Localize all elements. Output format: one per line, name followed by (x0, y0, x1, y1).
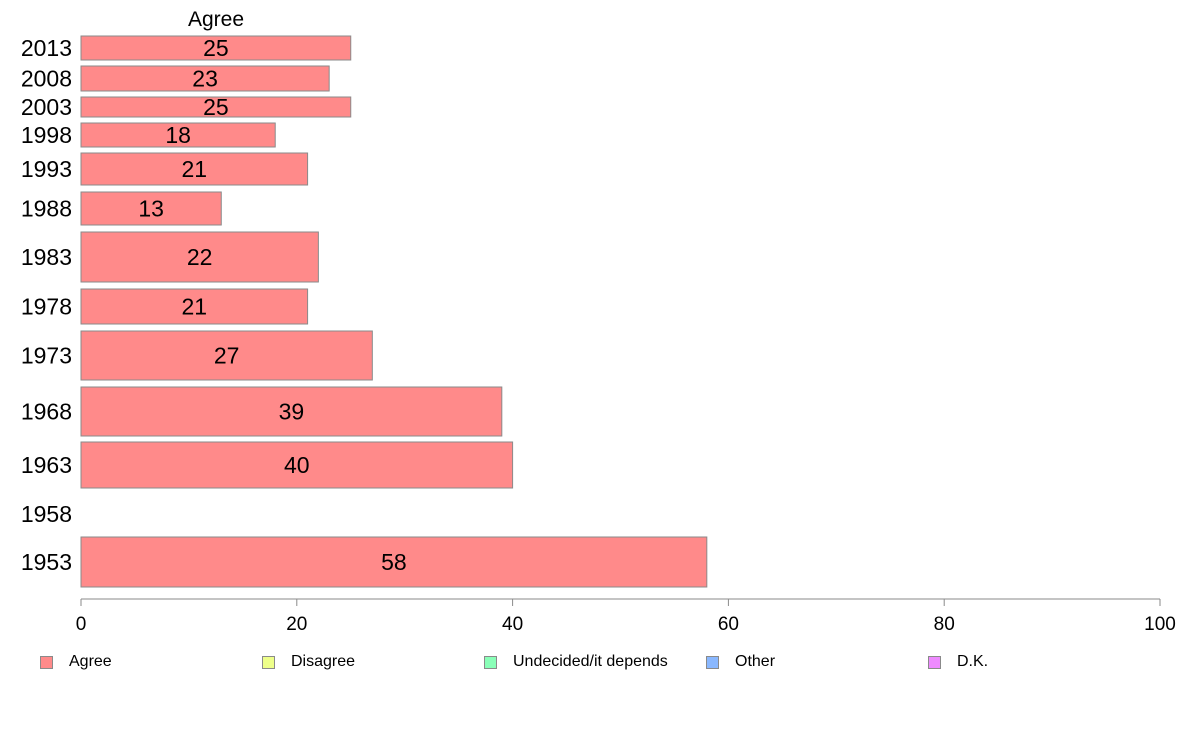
category-label-2008: 2008 (21, 66, 72, 92)
legend: Agree Disagree Undecided/it depends Othe… (0, 651, 1188, 673)
category-label-1973: 1973 (21, 343, 72, 369)
x-tick-label-100: 100 (1144, 614, 1176, 635)
category-label-2013: 2013 (21, 35, 72, 61)
category-label-1978: 1978 (21, 294, 72, 320)
legend-label-disagree: Disagree (291, 653, 356, 670)
bar-2003 (80, 96, 352, 118)
legend-label-dk: D.K. (957, 653, 989, 670)
data-label-1998: 18 (165, 122, 191, 148)
x-tick-label-60: 60 (718, 614, 739, 635)
legend-label-agree: Agree (69, 653, 112, 670)
category-label-1963: 1963 (21, 452, 72, 478)
category-label-1988: 1988 (21, 196, 72, 222)
x-axis: 0 20 40 60 80 100 (76, 598, 1176, 635)
bar-1963 (80, 441, 514, 489)
bar-1973 (80, 330, 373, 381)
category-label-1953: 1953 (21, 549, 72, 575)
bar-1998 (80, 122, 276, 148)
legend-swatch-dk (928, 655, 941, 669)
bar-1953 (80, 536, 708, 588)
legend-swatch-other (706, 655, 719, 669)
x-tick-label-40: 40 (502, 614, 523, 635)
legend-item-undecided: Undecided/it depends (484, 651, 668, 673)
bar-1983 (80, 231, 319, 283)
legend-swatch-disagree (262, 655, 275, 669)
data-label-1988: 13 (138, 196, 164, 222)
category-label-1958: 1958 (21, 501, 72, 527)
data-label-1993: 21 (181, 156, 207, 182)
bar-2008 (80, 65, 330, 92)
bar-1993 (80, 152, 309, 186)
data-label-1953: 58 (381, 549, 407, 575)
legend-item-agree: Agree (40, 651, 112, 673)
category-label-1983: 1983 (21, 244, 72, 270)
data-label-1978: 21 (181, 294, 207, 320)
x-tick-label-20: 20 (286, 614, 307, 635)
bar-1988 (80, 191, 222, 226)
data-label-2003: 25 (203, 94, 229, 120)
legend-label-other: Other (735, 653, 776, 670)
bar-2013 (80, 35, 352, 61)
category-label-1993: 1993 (21, 156, 72, 182)
legend-item-other: Other (706, 651, 775, 673)
data-label-2013: 25 (203, 35, 229, 61)
chart-title: Agree (188, 8, 244, 31)
data-label-1968: 39 (279, 399, 305, 425)
data-label-1973: 27 (214, 343, 240, 369)
x-tick-label-0: 0 (76, 614, 87, 635)
bar-1978 (80, 288, 309, 325)
legend-swatch-undecided (484, 655, 497, 669)
legend-item-disagree: Disagree (262, 651, 355, 673)
legend-swatch-agree (40, 655, 53, 669)
legend-item-dk: D.K. (928, 651, 988, 673)
data-label-2008: 23 (192, 66, 218, 92)
category-label-1998: 1998 (21, 122, 72, 148)
data-label-1983: 22 (187, 244, 213, 270)
x-tick-label-80: 80 (934, 614, 955, 635)
category-label-1968: 1968 (21, 399, 72, 425)
bar-1968 (80, 386, 503, 437)
legend-label-undecided: Undecided/it depends (513, 653, 668, 670)
category-label-2003: 2003 (21, 94, 72, 120)
data-label-1963: 40 (284, 452, 310, 478)
